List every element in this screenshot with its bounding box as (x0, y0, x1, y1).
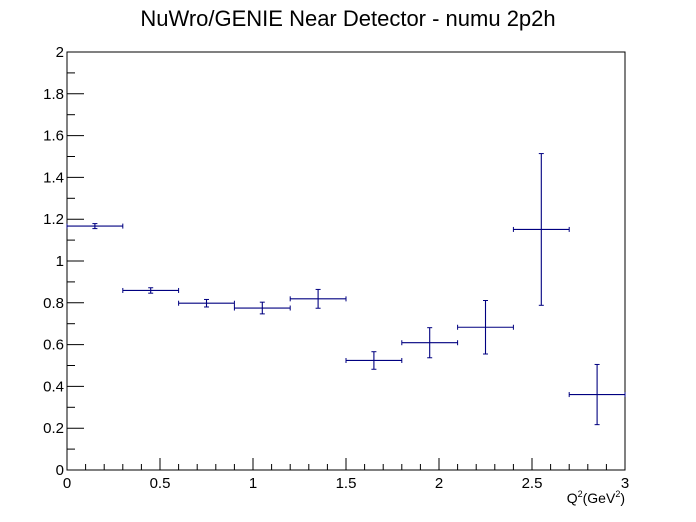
data-point (512, 153, 570, 306)
y-tick-label: 2 (56, 44, 64, 61)
x-tick-label: 1.5 (336, 475, 357, 492)
y-axis: 0 0.2 0.4 0.6 0.8 1 1.2 1.4 1.6 1.8 2 (43, 44, 84, 479)
y-tick-label: 1.4 (43, 169, 64, 186)
x-axis: 0 0.5 1 1.5 2 2.5 3 (63, 458, 629, 492)
data-point (568, 363, 626, 426)
x-tick-label: 2 (435, 475, 443, 492)
data-point (289, 288, 347, 309)
chart-title: NuWro/GENIE Near Detector - numu 2p2h (140, 6, 555, 31)
data-point (178, 298, 235, 308)
x-tick-label: 0.5 (150, 475, 171, 492)
data-point (122, 287, 180, 294)
data-point (233, 301, 291, 315)
x-tick-label: 3 (621, 475, 629, 492)
y-tick-label: 1.2 (43, 211, 64, 228)
x-tick-label: 1 (249, 475, 257, 492)
data-point (66, 223, 124, 230)
y-tick-label: 1.6 (43, 128, 64, 145)
y-tick-label: 1 (56, 253, 64, 270)
data-points (66, 153, 626, 426)
y-tick-label: 0 (56, 462, 64, 479)
data-point (457, 300, 514, 355)
x-axis-label: Q2(GeV2) (567, 489, 625, 506)
data-point (345, 351, 403, 370)
x-tick-label: 2.5 (522, 475, 543, 492)
y-tick-label: 0.8 (43, 295, 64, 312)
y-tick-label: 0.4 (43, 378, 64, 395)
y-tick-label: 0.6 (43, 337, 64, 354)
data-point (401, 327, 459, 359)
x-tick-label: 0 (63, 475, 71, 492)
y-tick-label: 1.8 (43, 86, 64, 103)
y-tick-label: 0.2 (43, 420, 64, 437)
